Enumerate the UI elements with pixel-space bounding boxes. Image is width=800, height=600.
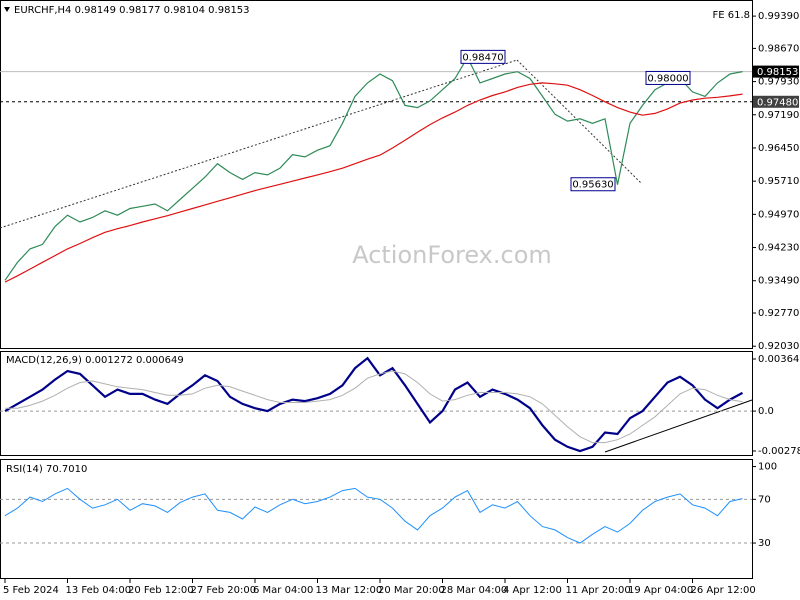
- y-tick-label: -0.002788: [758, 446, 800, 457]
- price-label-box: [753, 95, 799, 108]
- price-panel: [0, 0, 753, 349]
- annotation-box: [460, 49, 506, 64]
- y-tick-label: 0.97930: [758, 77, 799, 88]
- series-line: [4, 487, 743, 544]
- y-tick-label: 0.96450: [758, 143, 799, 154]
- series-line: [4, 82, 743, 283]
- y-tick-label: 0.0: [758, 406, 774, 417]
- macd-title: MACD(12,26,9) 0.001272 0.000649: [6, 355, 184, 366]
- x-tick-label: 20 Mar 20:00: [378, 585, 445, 596]
- x-tick-label: 27 Feb 20:00: [191, 585, 257, 596]
- price-label: 0.98153: [757, 67, 798, 78]
- annotation-box: [645, 70, 691, 85]
- watermark: ActionForex.com: [352, 241, 552, 269]
- x-tick-label: 19 Apr 04:00: [628, 585, 693, 596]
- y-tick-label: 0.92030: [758, 341, 799, 352]
- x-tick-label: 20 Feb 12:00: [128, 585, 194, 596]
- rsi-title: RSI(14) 70.7010: [6, 464, 87, 475]
- macd-panel: [0, 351, 753, 456]
- x-tick-label: 26 Apr 12:00: [691, 585, 756, 596]
- rsi-panel: [0, 459, 753, 579]
- y-tick-label: 100: [758, 462, 777, 473]
- y-tick-label: 0.003641: [758, 354, 800, 365]
- x-tick-label: 4 Apr 12:00: [503, 585, 562, 596]
- y-tick-label: 0.94230: [758, 243, 799, 254]
- x-tick-label: 13 Mar 12:00: [316, 585, 383, 596]
- x-tick-label: 11 Apr 20:00: [566, 585, 631, 596]
- series-line: [4, 356, 744, 453]
- annotation-label: 0.98000: [647, 73, 688, 84]
- title-marker: [4, 7, 10, 12]
- y-tick-label: 0.97190: [758, 110, 799, 121]
- y-tick-label: 0.99390: [758, 11, 799, 22]
- macd-trend-line: [604, 399, 753, 453]
- annotation-label: 0.98470: [462, 52, 503, 63]
- y-tick-label: 70: [758, 494, 771, 505]
- x-tick-label: 13 Feb 04:00: [66, 585, 132, 596]
- y-tick-label: 0.98670: [758, 43, 799, 54]
- y-tick-label: 0.94970: [758, 209, 799, 220]
- fib-line: [516, 59, 642, 184]
- chart-title: EURCHF,H4 0.98149 0.98177 0.98104 0.9815…: [14, 5, 250, 16]
- y-tick-label: 30: [758, 538, 771, 549]
- annotation-box: [570, 177, 616, 192]
- series-line: [4, 56, 743, 281]
- y-tick-label: 0.95710: [758, 176, 799, 187]
- annotation-label: 0.95630: [572, 180, 613, 191]
- series-line: [5, 370, 743, 444]
- fib-label: FE 61.8: [712, 10, 750, 21]
- trend-line: [0, 59, 518, 229]
- y-tick-label: 0.92770: [758, 308, 799, 319]
- price-label-box: [753, 65, 799, 78]
- x-tick-label: 5 Feb 2024: [3, 585, 59, 596]
- price-label: 0.97480: [757, 97, 798, 108]
- x-tick-label: 6 Mar 04:00: [253, 585, 313, 596]
- y-tick-label: 0.93490: [758, 276, 799, 287]
- x-tick-label: 28 Mar 04:00: [441, 585, 508, 596]
